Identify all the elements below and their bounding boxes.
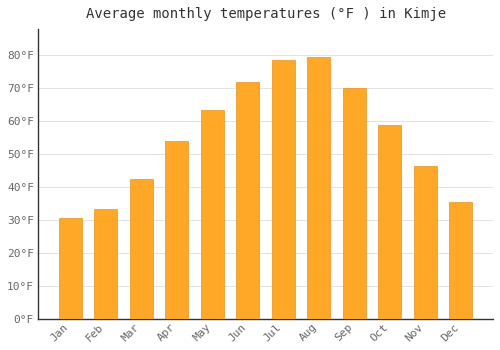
Bar bbox=[130, 179, 153, 319]
Title: Average monthly temperatures (°F ) in Kimje: Average monthly temperatures (°F ) in Ki… bbox=[86, 7, 446, 21]
Bar bbox=[343, 88, 366, 319]
Bar bbox=[450, 202, 472, 319]
Bar bbox=[94, 209, 118, 319]
Bar bbox=[272, 60, 295, 319]
Bar bbox=[308, 57, 330, 319]
Bar bbox=[236, 82, 260, 319]
Bar bbox=[166, 141, 188, 319]
Bar bbox=[414, 166, 437, 319]
Bar bbox=[201, 110, 224, 319]
Bar bbox=[378, 125, 402, 319]
Bar bbox=[59, 218, 82, 319]
